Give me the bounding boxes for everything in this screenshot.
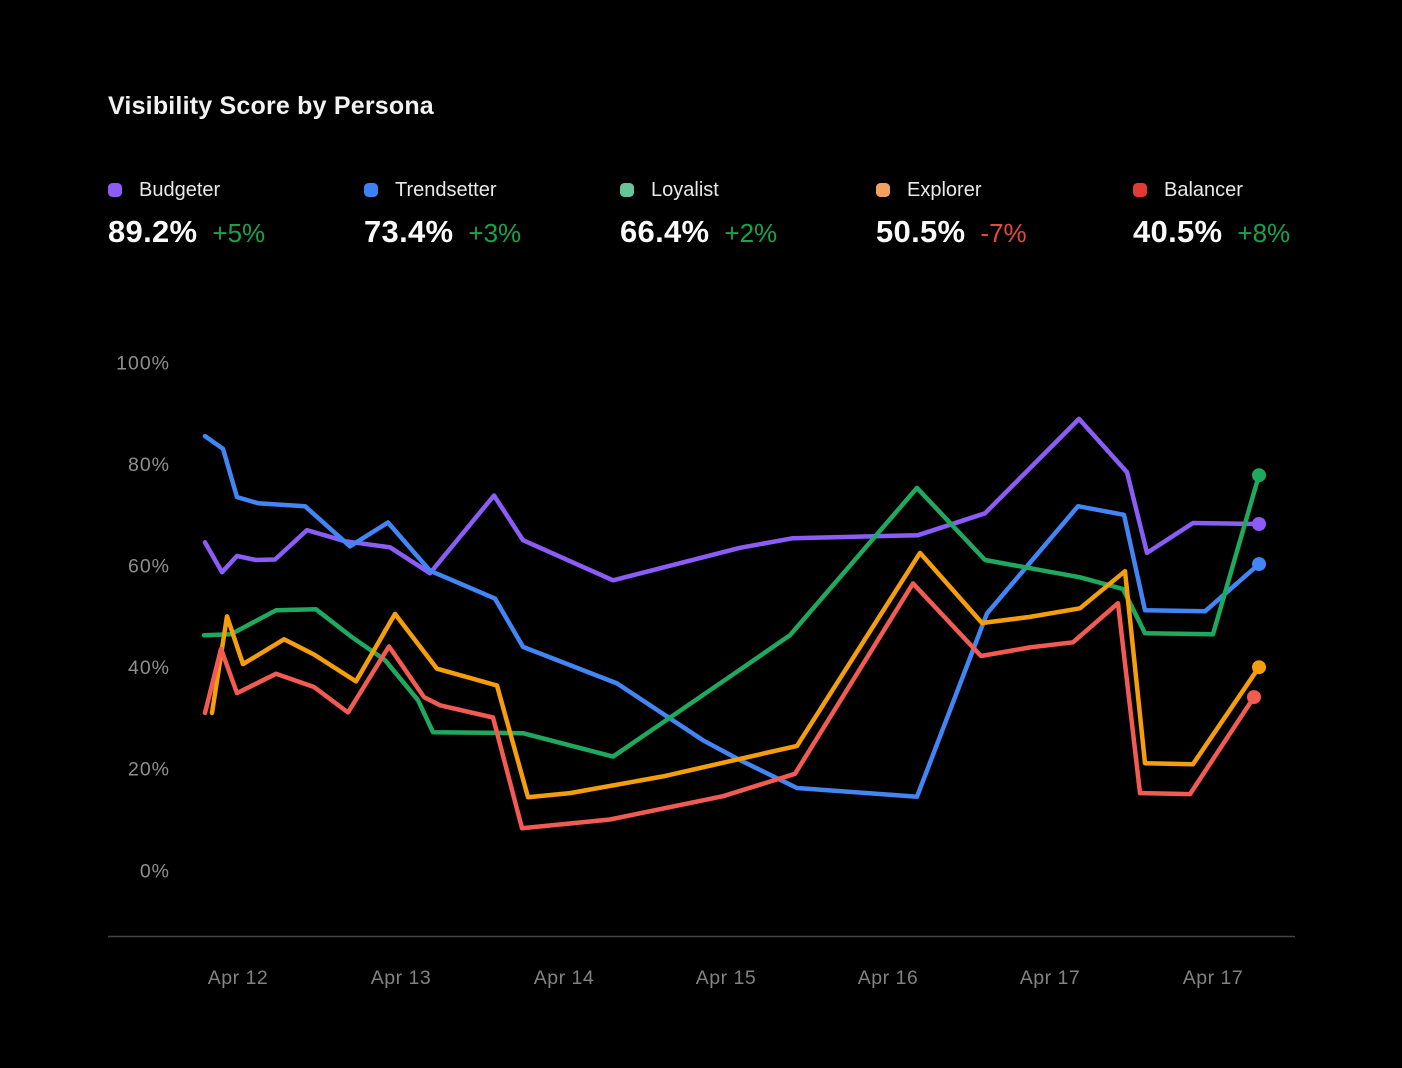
x-tick-label-3: Apr 15 [696, 967, 756, 989]
loyalist-value: 66.4% [620, 214, 710, 249]
explorer-delta: -7% [980, 218, 1027, 248]
trendsetter-delta: +3% [468, 218, 522, 248]
x-tick-label-1: Apr 13 [371, 967, 431, 989]
loyalist-swatch-icon [620, 183, 634, 197]
budgeter-delta: +5% [212, 218, 266, 248]
y-tick-label-100: 100% [116, 353, 170, 375]
trendsetter-value: 73.4% [364, 214, 454, 249]
legend-item-budgeter: Budgeter 89.2% +5% [108, 178, 266, 250]
trendsetter-swatch-icon [364, 183, 378, 197]
legend-item-loyalist: Loyalist 66.4% +2% [620, 178, 778, 250]
balancer-delta: +8% [1237, 218, 1291, 248]
end-dot-balancer [1247, 690, 1261, 705]
x-tick-label-2: Apr 14 [534, 967, 594, 989]
y-tick-label-80: 80% [128, 454, 170, 476]
budgeter-swatch-icon [108, 183, 122, 197]
end-dot-trendsetter [1252, 557, 1266, 572]
x-tick-label-5: Apr 17 [1020, 967, 1080, 989]
legend-item-explorer: Explorer 50.5% -7% [876, 178, 1027, 250]
y-axis-labels: 100% 80% 60% 40% 20% 0% [116, 353, 170, 883]
x-tick-label-0: Apr 12 [208, 967, 268, 989]
series-end-dots [1247, 468, 1266, 705]
legend-item-trendsetter: Trendsetter 73.4% +3% [364, 178, 522, 250]
legend-label-budgeter: Budgeter [139, 178, 221, 201]
y-tick-label-60: 60% [128, 556, 170, 578]
y-tick-label-20: 20% [128, 759, 170, 781]
line-budgeter [202, 416, 1262, 583]
x-axis-labels: Apr 12 Apr 13 Apr 14 Apr 15 Apr 16 Apr 17 Apr … [208, 967, 1243, 989]
series-lines [201, 416, 1262, 831]
end-dot-loyalist [1252, 468, 1266, 483]
end-dot-explorer [1252, 660, 1266, 675]
explorer-swatch-icon [876, 183, 890, 197]
chart-title: Visibility Score by Persona [108, 92, 434, 120]
legend-label-explorer: Explorer [907, 178, 982, 201]
x-tick-label-6: Apr 17 [1183, 967, 1243, 989]
legend-label-loyalist: Loyalist [651, 178, 719, 201]
y-tick-label-40: 40% [128, 657, 170, 679]
line-loyalist [201, 472, 1262, 759]
line-trendsetter [202, 433, 1262, 799]
legend-label-trendsetter: Trendsetter [395, 178, 497, 201]
budgeter-value: 89.2% [108, 214, 198, 249]
y-tick-label-0: 0% [140, 860, 170, 882]
balancer-swatch-icon [1133, 183, 1147, 197]
legend-item-balancer: Balancer 40.5% +8% [1133, 178, 1291, 250]
end-dot-budgeter [1252, 517, 1266, 531]
line-balancer [202, 581, 1257, 831]
explorer-value: 50.5% [876, 214, 966, 249]
legend-label-balancer: Balancer [1164, 178, 1243, 201]
loyalist-delta: +2% [724, 218, 778, 248]
balancer-value: 40.5% [1133, 214, 1223, 249]
line-explorer [209, 550, 1262, 800]
x-tick-label-4: Apr 16 [858, 967, 918, 989]
